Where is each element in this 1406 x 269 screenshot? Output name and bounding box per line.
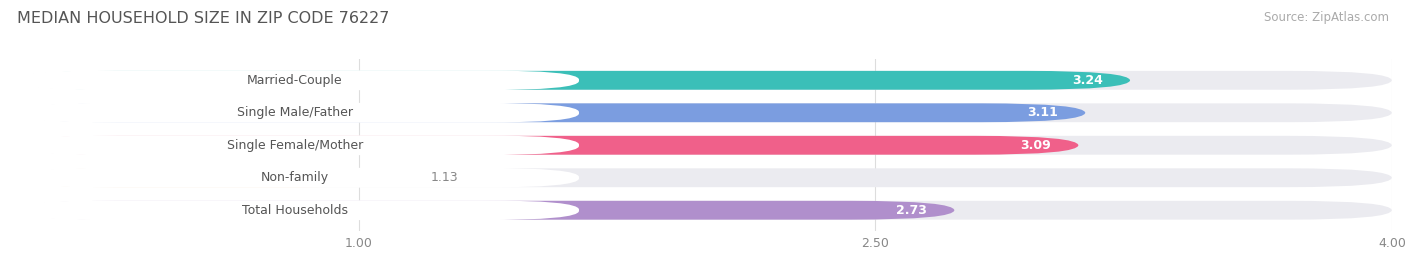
FancyBboxPatch shape [14, 71, 1392, 90]
FancyBboxPatch shape [14, 136, 1078, 155]
FancyBboxPatch shape [11, 135, 579, 155]
Text: 3.11: 3.11 [1026, 106, 1057, 119]
FancyBboxPatch shape [14, 168, 404, 187]
Text: Source: ZipAtlas.com: Source: ZipAtlas.com [1264, 11, 1389, 24]
Text: Married-Couple: Married-Couple [247, 74, 343, 87]
Text: Single Male/Father: Single Male/Father [236, 106, 353, 119]
FancyBboxPatch shape [14, 201, 955, 220]
FancyBboxPatch shape [14, 168, 1392, 187]
Text: MEDIAN HOUSEHOLD SIZE IN ZIP CODE 76227: MEDIAN HOUSEHOLD SIZE IN ZIP CODE 76227 [17, 11, 389, 26]
FancyBboxPatch shape [11, 168, 579, 188]
FancyBboxPatch shape [11, 70, 579, 90]
Text: 3.09: 3.09 [1021, 139, 1050, 152]
FancyBboxPatch shape [14, 71, 1130, 90]
Text: Total Households: Total Households [242, 204, 347, 217]
FancyBboxPatch shape [11, 103, 579, 123]
Text: 3.24: 3.24 [1071, 74, 1102, 87]
Text: Single Female/Mother: Single Female/Mother [226, 139, 363, 152]
FancyBboxPatch shape [14, 136, 1392, 155]
FancyBboxPatch shape [14, 103, 1085, 122]
Text: Non-family: Non-family [260, 171, 329, 184]
Text: 2.73: 2.73 [896, 204, 927, 217]
FancyBboxPatch shape [11, 200, 579, 220]
Text: 1.13: 1.13 [430, 171, 458, 184]
FancyBboxPatch shape [14, 103, 1392, 122]
FancyBboxPatch shape [14, 201, 1392, 220]
